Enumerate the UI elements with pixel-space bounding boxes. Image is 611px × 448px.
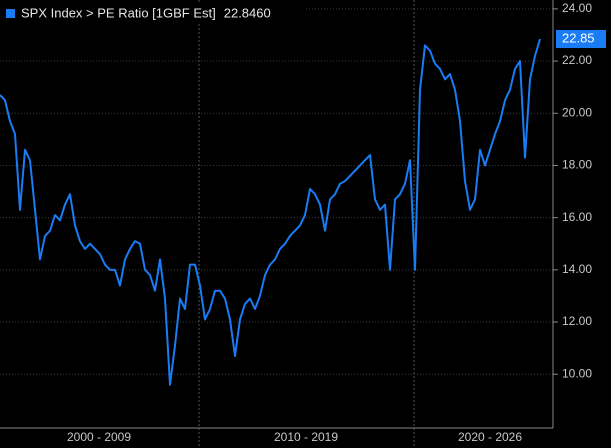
last-value-axis-label: 22.85 (562, 30, 595, 45)
legend-label: SPX Index > PE Ratio [1GBF Est] (21, 5, 216, 20)
y-tick-label: 20.00 (562, 105, 592, 119)
x-tick-label: 2000 - 2009 (67, 430, 131, 444)
y-tick-label: 14.00 (562, 262, 592, 276)
legend-box (0, 3, 305, 23)
x-tick-label: 2020 - 2026 (458, 430, 522, 444)
y-tick-label: 22.00 (562, 53, 592, 67)
y-tick-label: 18.00 (562, 158, 592, 172)
y-tick-label: 12.00 (562, 314, 592, 328)
series-line (0, 38, 541, 386)
y-tick-label: 10.00 (562, 366, 592, 380)
y-tick-label: 24.00 (562, 1, 592, 15)
last-value-label: 22.8460 (224, 5, 271, 20)
x-tick-label: 2010 - 2019 (274, 430, 338, 444)
legend-swatch (6, 9, 15, 18)
y-tick-label: 16.00 (562, 210, 592, 224)
last-value-marker (556, 29, 606, 48)
